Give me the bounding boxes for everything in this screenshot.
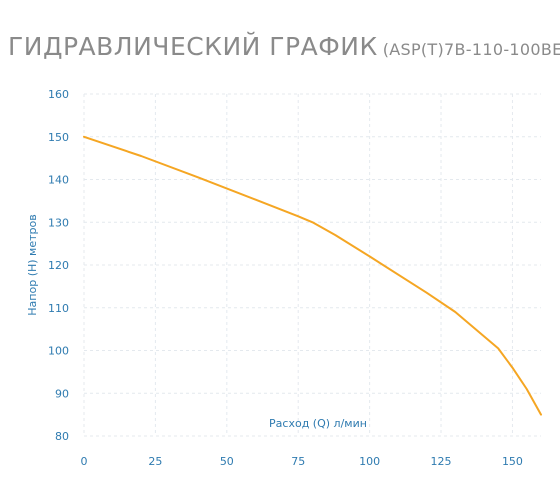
- head-flow-curve: [83, 135, 542, 416]
- y-axis-label: Напор (H) метров: [26, 214, 39, 315]
- x-tick-label: 25: [148, 455, 162, 468]
- x-tick-label: 75: [291, 455, 305, 468]
- y-tick-label: 80: [55, 430, 69, 443]
- x-tick-label: 0: [81, 455, 88, 468]
- y-axis-ticks: 80 90 100 110 120 130 140 150 160: [48, 88, 69, 443]
- y-tick-label: 120: [48, 259, 69, 272]
- y-tick-label: 110: [48, 302, 69, 315]
- y-tick-label: 140: [48, 174, 69, 187]
- y-tick-label: 150: [48, 131, 69, 144]
- x-axis-label: Расход (Q) л/мин: [269, 417, 367, 430]
- x-tick-label: 100: [359, 455, 380, 468]
- chart-title-main: ГИДРАВЛИЧЕСКИЙ ГРАФИК: [8, 32, 378, 61]
- x-tick-label: 150: [502, 455, 523, 468]
- x-tick-label: 50: [220, 455, 234, 468]
- y-tick-label: 160: [48, 88, 69, 101]
- y-tick-label: 90: [55, 387, 69, 400]
- chart-grid: [83, 93, 541, 437]
- x-tick-label: 125: [431, 455, 452, 468]
- y-tick-label: 130: [48, 216, 69, 229]
- chart-title-model: (ASP(T)7B-110-100BE): [382, 40, 560, 59]
- chart-title: ГИДРАВЛИЧЕСКИЙ ГРАФИК (ASP(T)7B-110-100BE…: [8, 34, 560, 59]
- y-tick-label: 100: [48, 345, 69, 358]
- x-axis-ticks: 0 25 50 75 100 125 150: [81, 455, 523, 468]
